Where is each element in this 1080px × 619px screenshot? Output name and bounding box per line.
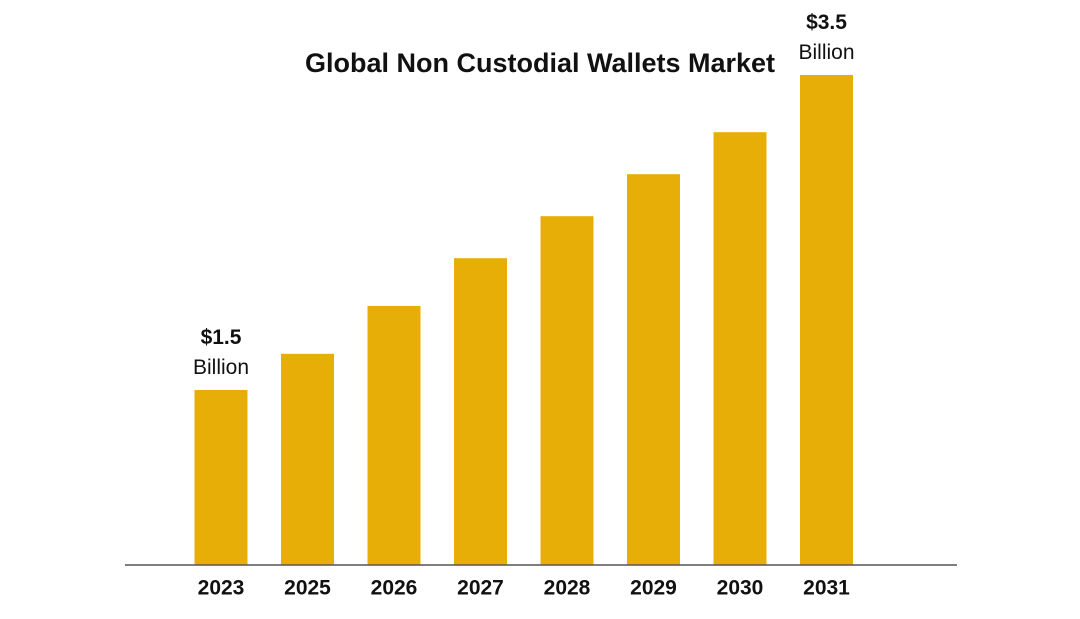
bar-2026 — [367, 306, 421, 565]
callout-2023-line-1: Billion — [193, 356, 249, 379]
bars-group — [194, 75, 853, 565]
x-tick-label-2026: 2026 — [371, 577, 418, 600]
x-tick-label-2030: 2030 — [717, 577, 764, 600]
chart-title: Global Non Custodial Wallets Market — [305, 48, 775, 78]
bar-2031 — [800, 75, 853, 565]
x-tick-label-2027: 2027 — [457, 577, 504, 600]
callout-2031-line-1: Billion — [798, 41, 854, 64]
x-tick-label-2028: 2028 — [544, 577, 591, 600]
bar-2029 — [627, 174, 680, 565]
bar-2027 — [454, 258, 507, 565]
bar-2023 — [194, 390, 248, 565]
callout-2031-line-0: $3.5 — [806, 11, 847, 34]
x-tick-labels: 2023 2025 2026 2027 2028 2029 2030 2031 — [198, 577, 851, 600]
bar-2028 — [540, 216, 594, 565]
x-tick-label-2029: 2029 — [630, 577, 677, 600]
value-callouts: $1.5 Billion $3.5 Billion — [193, 11, 855, 379]
x-tick-label-2031: 2031 — [803, 577, 850, 600]
x-tick-label-2025: 2025 — [284, 577, 331, 600]
x-tick-label-2023: 2023 — [198, 577, 245, 600]
bar-2025 — [281, 353, 334, 565]
callout-2023-line-0: $1.5 — [201, 326, 242, 349]
bar-2030 — [713, 132, 767, 565]
